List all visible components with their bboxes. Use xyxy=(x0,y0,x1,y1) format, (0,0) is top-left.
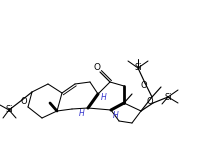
Text: H: H xyxy=(79,109,85,118)
Text: H: H xyxy=(101,94,107,103)
Text: O: O xyxy=(94,63,100,73)
Text: Si: Si xyxy=(134,62,142,72)
Text: O: O xyxy=(141,81,147,90)
Text: O: O xyxy=(21,97,27,106)
Text: Si: Si xyxy=(164,93,172,102)
Text: O: O xyxy=(147,97,153,106)
Text: Si: Si xyxy=(5,106,13,115)
Text: H: H xyxy=(113,112,119,121)
